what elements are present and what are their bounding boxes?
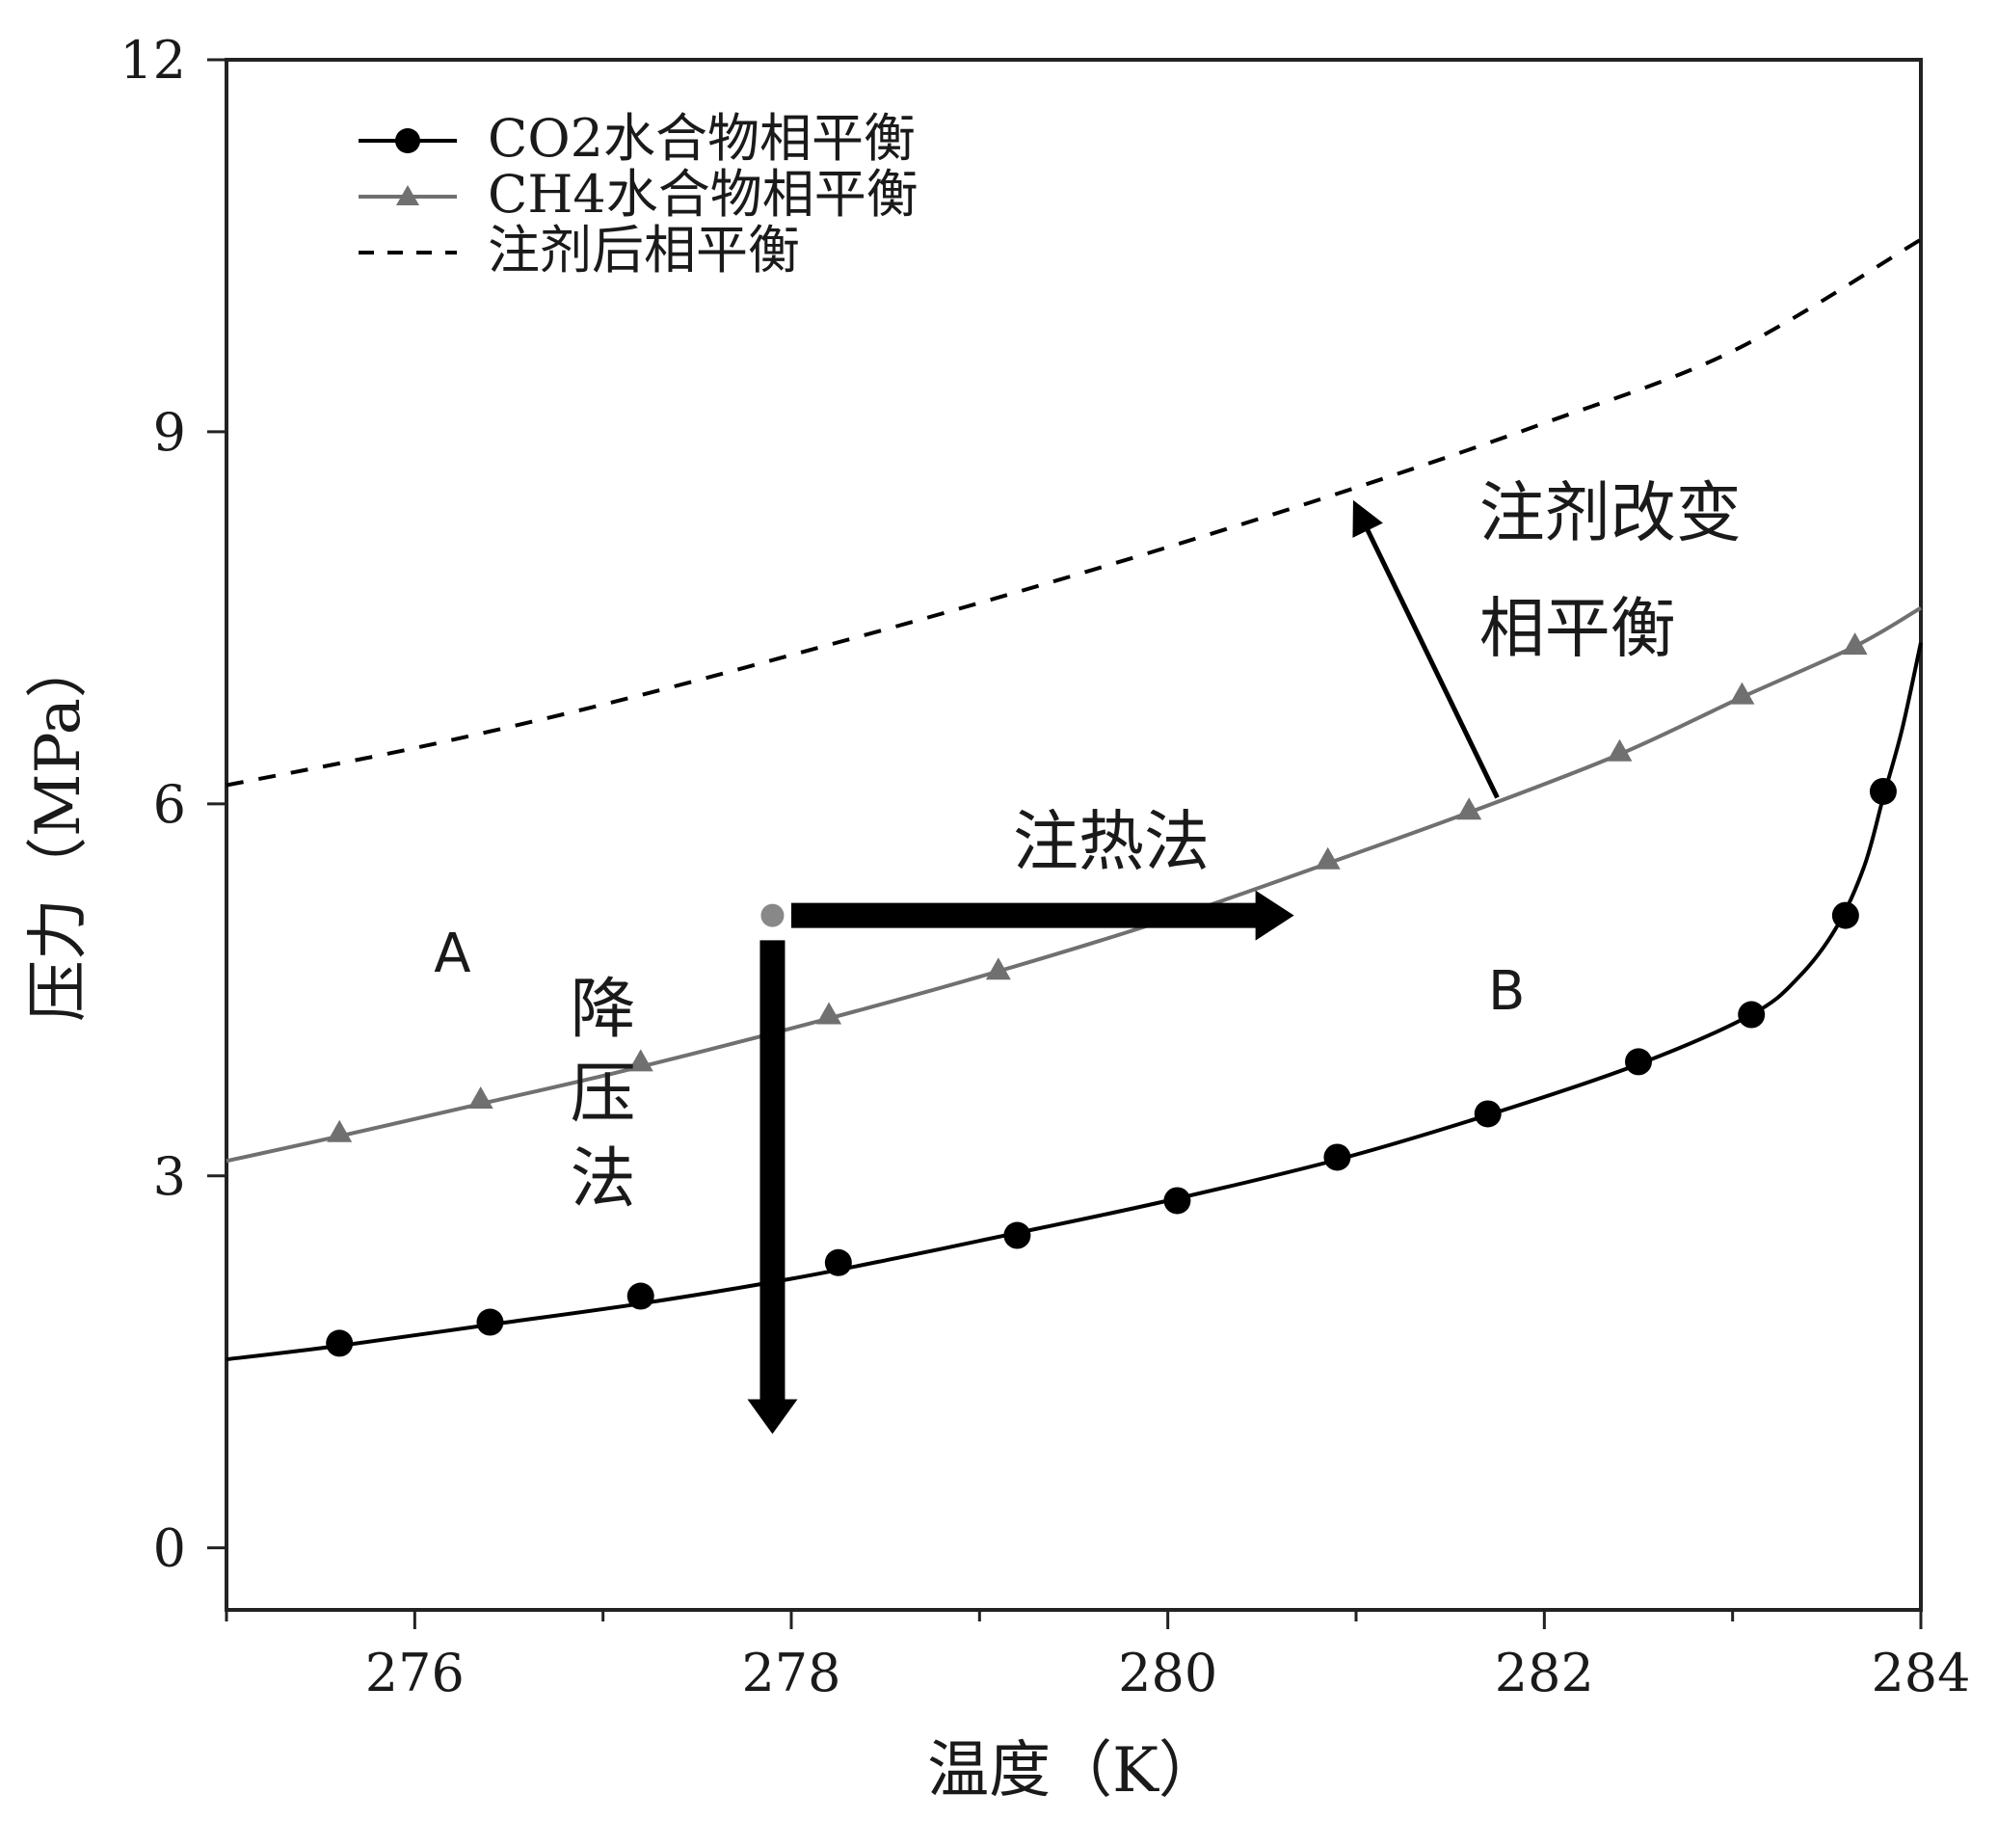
legend-label-injection: 注剂后相平衡 bbox=[488, 220, 800, 281]
data-point-co2 bbox=[1625, 1048, 1652, 1076]
data-point-ch4 bbox=[816, 1002, 842, 1025]
data-point-co2 bbox=[1474, 1100, 1502, 1128]
depressurization-arrow-head bbox=[747, 1399, 798, 1434]
series-line-injection bbox=[226, 237, 1923, 788]
region-b-label: B bbox=[1488, 960, 1525, 1023]
x-tick-label: 280 bbox=[1118, 1643, 1217, 1703]
annotation-layer: A B 注热法 降 压 法 注剂改变 相平衡 bbox=[434, 476, 1742, 1434]
x-axis-label: 温度（K） bbox=[927, 1735, 1220, 1807]
data-point-ch4 bbox=[467, 1086, 493, 1110]
depressurization-label-2: 压 bbox=[571, 1057, 636, 1133]
depressurization-label-3: 法 bbox=[571, 1141, 636, 1218]
data-point-co2 bbox=[1869, 777, 1897, 805]
data-point-co2 bbox=[626, 1282, 654, 1310]
data-point-ch4 bbox=[1315, 846, 1341, 870]
y-tick-label: 12 bbox=[120, 30, 186, 91]
data-point-co2 bbox=[1003, 1221, 1031, 1249]
y-axis-label: 压力（MPa） bbox=[23, 636, 94, 1022]
y-tick-label: 6 bbox=[153, 774, 186, 835]
injection-label-line-1: 注剂改变 bbox=[1479, 476, 1742, 552]
data-point-co2 bbox=[326, 1329, 354, 1357]
x-tick-label: 284 bbox=[1871, 1643, 1970, 1703]
y-axis-ticks: 0 3 6 9 12 bbox=[120, 30, 226, 1579]
series-line-ch4 bbox=[226, 605, 1923, 1164]
data-point-co2 bbox=[1163, 1187, 1191, 1215]
data-point-ch4 bbox=[627, 1049, 653, 1072]
heating-arrow-head bbox=[1255, 890, 1294, 941]
injection-arrow bbox=[1352, 499, 1500, 799]
data-point-co2 bbox=[1831, 901, 1859, 929]
data-point-ch4 bbox=[1607, 738, 1633, 762]
data-point-co2 bbox=[1323, 1143, 1351, 1171]
data-point-co2 bbox=[476, 1308, 504, 1336]
data-point-co2 bbox=[1738, 1001, 1766, 1029]
x-tick-label: 278 bbox=[741, 1643, 840, 1703]
legend-marker-ch4 bbox=[396, 185, 419, 205]
legend-marker-co2 bbox=[395, 128, 420, 153]
x-axis-ticks: 276 278 280 282 284 bbox=[225, 1610, 1971, 1703]
heating-method-label: 注热法 bbox=[1013, 804, 1210, 880]
x-tick-label: 276 bbox=[365, 1643, 465, 1703]
legend: CO2水合物相平衡 CH4水合物相平衡 注剂后相平衡 bbox=[359, 108, 919, 281]
y-tick-label: 9 bbox=[153, 402, 186, 463]
series-layer bbox=[226, 237, 1923, 1362]
data-point-ch4 bbox=[1729, 682, 1755, 705]
depressurization-label-1: 降 bbox=[571, 972, 636, 1048]
data-point-ch4 bbox=[327, 1119, 353, 1142]
start-point bbox=[760, 903, 785, 927]
region-a-label: A bbox=[434, 923, 470, 985]
y-tick-label: 0 bbox=[153, 1518, 186, 1579]
legend-label-ch4: CH4水合物相平衡 bbox=[488, 164, 919, 225]
data-point-co2 bbox=[824, 1248, 852, 1276]
data-point-ch4 bbox=[985, 957, 1011, 980]
injection-label-line-2: 相平衡 bbox=[1479, 592, 1676, 668]
x-tick-label: 282 bbox=[1495, 1643, 1594, 1703]
plot-frame bbox=[225, 58, 1923, 1612]
y-tick-label: 3 bbox=[153, 1146, 186, 1207]
data-point-ch4 bbox=[1842, 632, 1868, 656]
series-line-co2 bbox=[226, 642, 1923, 1362]
legend-label-co2: CO2水合物相平衡 bbox=[488, 108, 916, 169]
data-point-ch4 bbox=[1456, 797, 1482, 820]
